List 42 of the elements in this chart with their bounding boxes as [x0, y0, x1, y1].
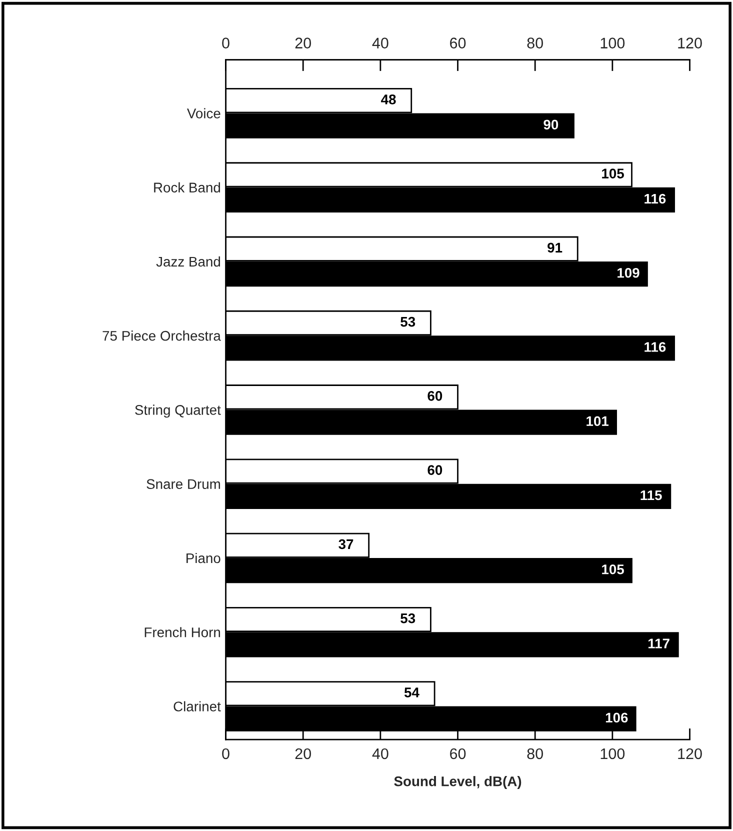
data-label: 53: [400, 613, 416, 624]
y-tick-label: 75 Piece Orchestra: [102, 330, 221, 341]
x-tick-label: 40: [372, 748, 388, 760]
data-label: 90: [544, 120, 558, 130]
x2-tick-label: 60: [450, 38, 466, 48]
x-tick-label: 120: [678, 748, 702, 760]
x-axis-title: Sound Level, dB(A): [394, 776, 522, 789]
data-label: 91: [548, 242, 562, 253]
y-tick-label: Snare Drum: [146, 479, 220, 490]
data-label: 101: [586, 416, 609, 426]
data-label: 53: [400, 316, 416, 327]
data-label: 106: [606, 712, 628, 723]
y-tick-label: Jazz Band: [156, 256, 220, 267]
y-tick-label: Voice: [186, 108, 220, 118]
data-label: 115: [640, 490, 662, 500]
data-label: 60: [428, 391, 442, 401]
x2-tick-label: 80: [527, 38, 543, 48]
y-tick-label: Piano: [186, 552, 220, 564]
x-tick-label: 80: [527, 748, 543, 760]
x-tick-label: 0: [222, 748, 230, 760]
y-tick-label: String Quartet: [135, 404, 221, 418]
x-tick-label: 100: [600, 748, 625, 760]
data-label: 37: [338, 539, 354, 550]
data-label: 116: [644, 342, 666, 352]
x2-tick-label: 100: [600, 38, 625, 48]
data-label: 109: [618, 268, 640, 278]
y-tick-label: Rock Band: [154, 182, 220, 192]
x-tick-label: 60: [450, 748, 466, 760]
x2-tick-label: 40: [372, 38, 388, 48]
x2-tick-label: 0: [222, 38, 230, 48]
data-label: 116: [644, 194, 666, 204]
y-tick-label: French Horn: [144, 627, 220, 638]
data-label: 105: [602, 564, 624, 574]
x2-tick-label: 20: [295, 38, 311, 48]
x2-tick-label: 120: [678, 38, 702, 48]
x-tick-label: 20: [295, 748, 311, 760]
data-label: 117: [648, 638, 670, 648]
data-label: 60: [428, 465, 442, 475]
data-label: 54: [404, 688, 420, 698]
y-tick-label: Clarinet: [174, 701, 221, 712]
data-label: 48: [381, 94, 396, 104]
data-label: 105: [602, 168, 624, 178]
